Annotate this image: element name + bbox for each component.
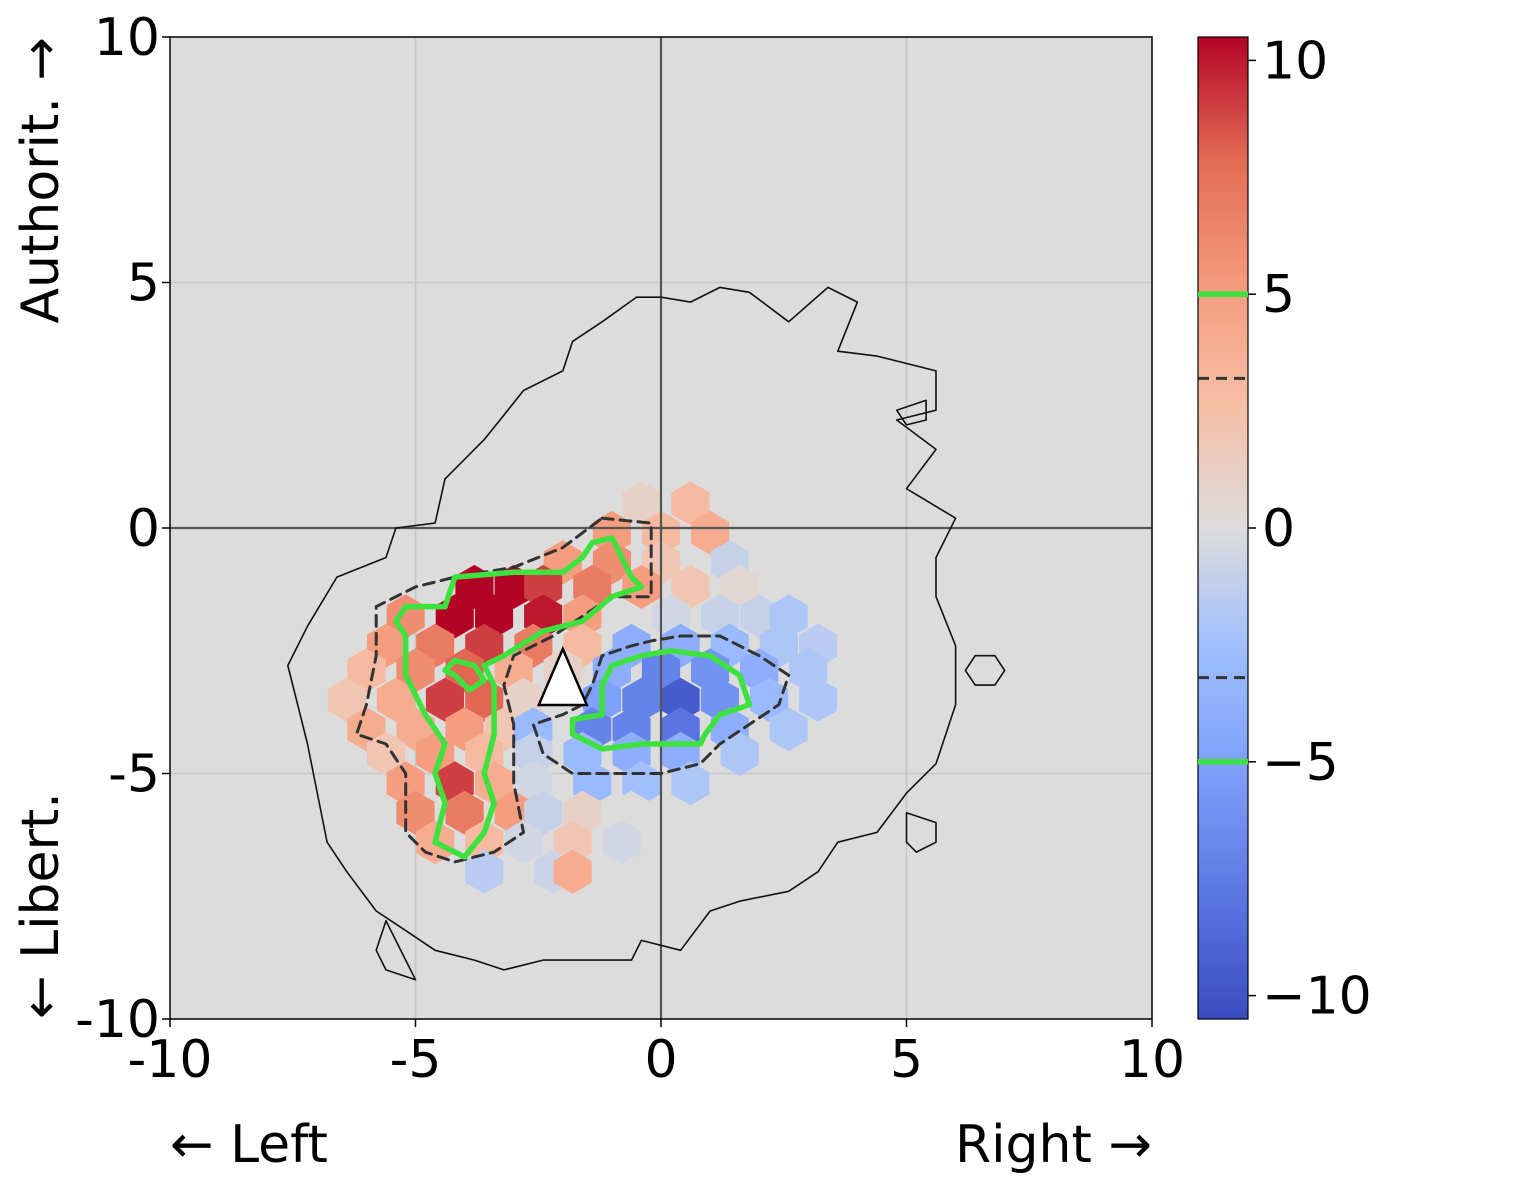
contour-outer-island	[905, 812, 937, 853]
colorbar-tick-label: 10	[1262, 31, 1328, 91]
hexbin-cell	[750, 677, 789, 722]
hexbin-cell	[376, 677, 415, 722]
marker-triangle-shape	[536, 645, 589, 707]
colorbar-ticks: 10 5 0 −5 −10	[1248, 31, 1372, 1027]
x-tick-label: -10	[128, 1030, 213, 1090]
hexbin-cell	[425, 677, 464, 722]
y-tick-label: 10	[94, 8, 160, 68]
hexbin-cell	[622, 481, 661, 526]
hexbin-cell	[720, 564, 759, 609]
x-axis-label-right: Right →	[955, 1115, 1152, 1175]
hexbin-cell	[327, 677, 366, 722]
hexbin-cell	[514, 731, 553, 776]
hexbin-cell	[465, 849, 504, 894]
hexbin-cell	[671, 564, 710, 609]
y-axis-label-bottom: ← Libert.	[11, 792, 71, 1019]
x-tick-label: 10	[1119, 1030, 1185, 1090]
contour-lines	[287, 286, 1006, 981]
hexbin-cell	[769, 707, 808, 752]
contour-outer-density	[287, 286, 957, 971]
hexbin-cell	[671, 761, 710, 806]
colorbar-tick-label: 0	[1262, 499, 1295, 559]
hexbin-cell	[553, 820, 592, 865]
contour-outer-island	[895, 399, 927, 426]
y-tick-label: 5	[127, 254, 160, 314]
y-axis-label-top: Authorit. →	[11, 37, 71, 324]
x-axis-label-left: ← Left	[170, 1115, 328, 1175]
hexbin-cell	[602, 820, 641, 865]
hexbin-cell	[504, 820, 543, 865]
hexbin-cell	[691, 510, 730, 555]
hexbin-cell	[524, 790, 563, 835]
contour-positive-green	[393, 535, 645, 860]
colorbar-tick-label: −5	[1262, 733, 1339, 793]
hexbin-cell	[553, 849, 592, 894]
hexbin-cell	[494, 564, 533, 609]
x-tick-label: 0	[644, 1030, 677, 1090]
y-tick-label: 0	[127, 499, 160, 559]
colorbar-contour-marks	[1198, 291, 1248, 765]
y-axis-ticks: -10 -5 0 5 10	[75, 8, 170, 1050]
hexbin-cell	[799, 677, 838, 722]
contour-negative-green	[569, 648, 753, 752]
contour-negative-dashed	[531, 634, 791, 775]
contour-positive-green-hole	[442, 657, 487, 693]
hexbin-cell	[367, 731, 406, 776]
colorbar-tick-label: 5	[1262, 265, 1295, 325]
colorbar	[1197, 36, 1249, 1020]
hexbin-cell	[524, 564, 563, 609]
contour-outer-island	[375, 920, 417, 981]
x-tick-label: -5	[390, 1030, 442, 1090]
marker-triangle	[536, 645, 589, 707]
contour-outer-island	[964, 654, 1006, 686]
x-tick-label: 5	[890, 1030, 923, 1090]
zero-axes	[170, 37, 1152, 1019]
y-tick-label: -10	[75, 990, 160, 1050]
colorbar-tick-label: −10	[1262, 967, 1372, 1027]
hexbin-cell	[661, 677, 700, 722]
hexbin-cell	[592, 510, 631, 555]
hexbin-cell	[740, 594, 779, 639]
y-tick-label: -5	[108, 745, 160, 805]
hexbin-cell	[671, 481, 710, 526]
hexbin-cell	[445, 790, 484, 835]
x-axis-ticks: -10 -5 0 5 10	[128, 1019, 1185, 1090]
hexbin-cell	[720, 731, 759, 776]
